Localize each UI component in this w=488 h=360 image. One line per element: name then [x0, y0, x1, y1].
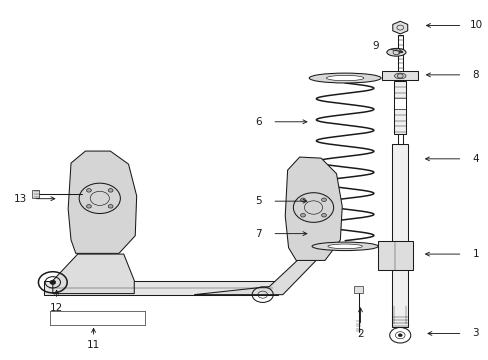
Bar	[32, 190, 40, 198]
Polygon shape	[194, 229, 321, 294]
Circle shape	[321, 213, 326, 217]
Circle shape	[321, 198, 326, 202]
Text: 2: 2	[356, 329, 363, 339]
Polygon shape	[392, 21, 407, 34]
Ellipse shape	[327, 244, 362, 249]
Circle shape	[86, 189, 91, 192]
Circle shape	[398, 334, 401, 337]
Bar	[44, 280, 278, 294]
Bar	[397, 134, 402, 144]
Circle shape	[300, 198, 305, 202]
Polygon shape	[53, 254, 134, 294]
Text: 10: 10	[468, 21, 482, 31]
Ellipse shape	[386, 48, 405, 56]
Text: 7: 7	[255, 229, 262, 239]
Circle shape	[50, 280, 56, 284]
Ellipse shape	[308, 73, 380, 83]
Text: 3: 3	[472, 328, 478, 338]
Bar	[394, 81, 405, 134]
Bar	[381, 71, 418, 80]
Text: 5: 5	[255, 196, 262, 206]
Text: 12: 12	[50, 303, 63, 313]
Ellipse shape	[326, 75, 363, 81]
Text: 6: 6	[255, 117, 262, 127]
Circle shape	[108, 189, 113, 192]
Circle shape	[300, 213, 305, 217]
Circle shape	[86, 204, 91, 208]
Circle shape	[108, 204, 113, 208]
Bar	[394, 98, 405, 109]
Text: 13: 13	[14, 194, 27, 204]
Polygon shape	[68, 151, 137, 253]
Text: 4: 4	[472, 154, 478, 164]
Text: 11: 11	[87, 341, 100, 351]
Text: 8: 8	[472, 70, 478, 80]
Bar	[353, 286, 362, 293]
Bar	[377, 241, 412, 270]
Ellipse shape	[394, 73, 405, 79]
Text: 1: 1	[472, 249, 478, 259]
Polygon shape	[285, 157, 342, 260]
Text: 9: 9	[371, 41, 378, 51]
Ellipse shape	[311, 242, 377, 251]
Bar	[397, 35, 402, 74]
Bar	[391, 144, 407, 328]
